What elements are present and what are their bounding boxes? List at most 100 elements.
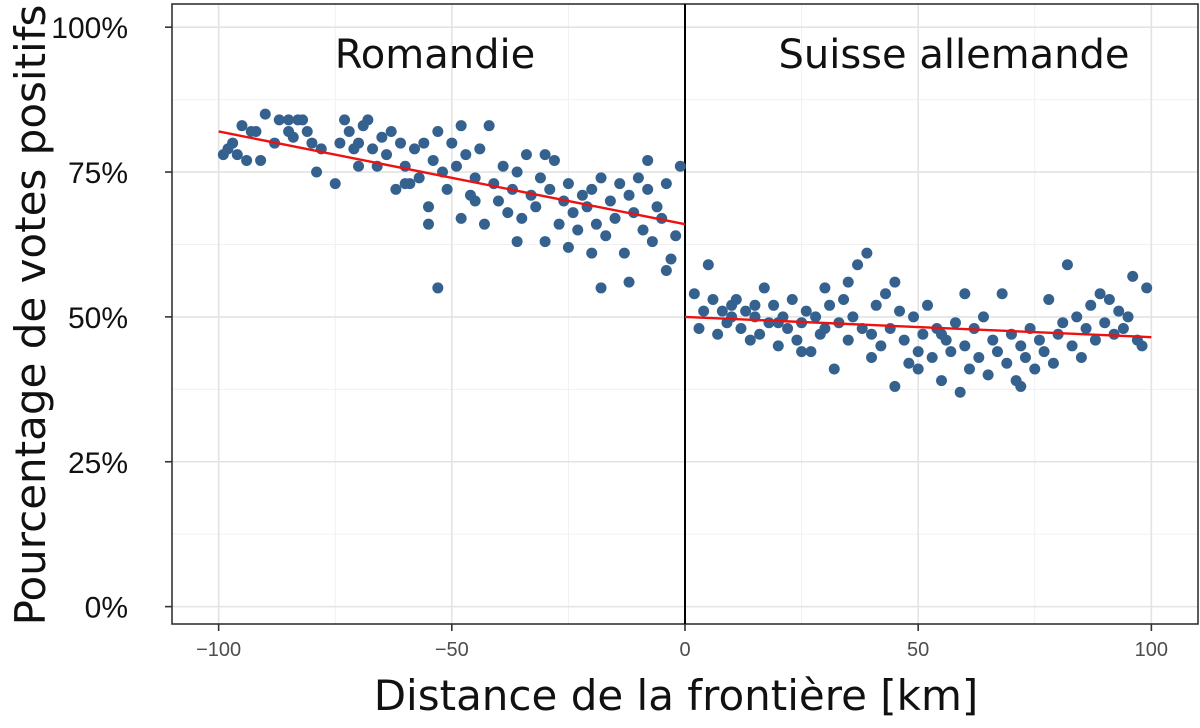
data-point	[301, 125, 313, 137]
data-point	[586, 247, 598, 259]
data-point	[712, 328, 724, 340]
data-point	[576, 189, 588, 201]
data-point	[567, 207, 579, 219]
data-point	[1080, 322, 1092, 334]
data-point	[959, 340, 971, 352]
data-point	[297, 114, 309, 126]
data-point	[651, 201, 663, 213]
data-point	[1099, 317, 1111, 329]
data-point	[754, 328, 766, 340]
data-point	[702, 259, 714, 271]
data-point	[483, 120, 495, 132]
data-point	[800, 305, 812, 317]
data-point	[963, 363, 975, 375]
data-point	[572, 224, 584, 236]
data-point	[1057, 317, 1069, 329]
data-point	[912, 346, 924, 358]
data-point	[903, 357, 915, 369]
data-point	[991, 346, 1003, 358]
data-point	[936, 375, 947, 387]
data-point	[866, 328, 878, 340]
data-point	[889, 380, 901, 392]
data-point	[516, 212, 528, 224]
data-point	[306, 137, 318, 149]
data-point	[432, 125, 444, 137]
data-point	[520, 149, 532, 161]
data-point	[562, 241, 574, 253]
data-point	[805, 346, 817, 358]
data-point	[917, 328, 929, 340]
data-point	[637, 224, 649, 236]
data-point	[824, 299, 836, 311]
data-point	[819, 282, 831, 294]
data-point	[828, 363, 840, 375]
data-point	[819, 322, 831, 334]
data-point	[241, 154, 253, 166]
data-point	[618, 247, 630, 259]
data-point	[418, 137, 430, 149]
axis-ticks: 0% 25% 50% 75% 100% −100 −50 0 50 100	[51, 12, 1168, 661]
data-point	[1089, 334, 1101, 346]
data-point	[959, 288, 971, 300]
data-point	[1029, 363, 1041, 375]
data-point	[716, 305, 728, 317]
data-point	[390, 183, 402, 195]
data-point	[1127, 270, 1139, 282]
data-point	[553, 218, 565, 230]
fit-lines	[218, 130, 1152, 339]
data-point	[772, 317, 784, 329]
data-point	[670, 230, 682, 242]
data-point	[861, 247, 873, 259]
data-point	[768, 299, 780, 311]
data-point	[413, 172, 425, 184]
data-point	[740, 305, 752, 317]
data-point	[665, 253, 677, 265]
data-point	[455, 212, 467, 224]
data-point	[381, 149, 393, 161]
data-point	[735, 322, 747, 334]
data-point	[875, 340, 887, 352]
data-point	[227, 137, 239, 149]
data-point	[362, 114, 374, 126]
data-point	[255, 154, 267, 166]
data-point	[954, 386, 966, 398]
data-point	[353, 137, 365, 149]
plot-panel	[171, 3, 1199, 625]
data-point	[838, 294, 850, 306]
data-point	[623, 189, 635, 201]
data-point	[423, 218, 434, 230]
data-point	[922, 299, 934, 311]
data-point	[1094, 288, 1106, 300]
data-point	[660, 265, 672, 277]
data-point	[469, 195, 481, 207]
data-point	[273, 114, 285, 126]
data-point	[283, 114, 295, 126]
data-point	[562, 178, 574, 190]
data-point	[987, 334, 999, 346]
data-point	[441, 183, 453, 195]
data-point	[870, 299, 882, 311]
data-point	[786, 294, 798, 306]
data-point	[1061, 259, 1073, 271]
data-point	[693, 322, 705, 334]
data-point	[604, 195, 616, 207]
y-tick-label: 25%	[68, 447, 128, 480]
data-point	[534, 172, 546, 184]
data-point	[1066, 340, 1078, 352]
data-point	[343, 125, 355, 137]
y-tick-label: 50%	[68, 302, 128, 335]
data-points	[217, 108, 1153, 398]
data-point	[791, 334, 803, 346]
data-point	[782, 322, 794, 334]
data-point	[502, 207, 514, 219]
data-point	[1108, 328, 1120, 340]
data-point	[949, 317, 961, 329]
data-point	[432, 282, 444, 294]
data-point	[973, 351, 985, 363]
y-tick-label: 0%	[85, 592, 128, 625]
data-point	[287, 131, 299, 143]
data-point	[427, 154, 439, 166]
x-tick-label: 100	[1135, 639, 1168, 661]
x-axis-title: Distance de la frontière [km]	[374, 671, 979, 720]
data-point	[642, 183, 654, 195]
